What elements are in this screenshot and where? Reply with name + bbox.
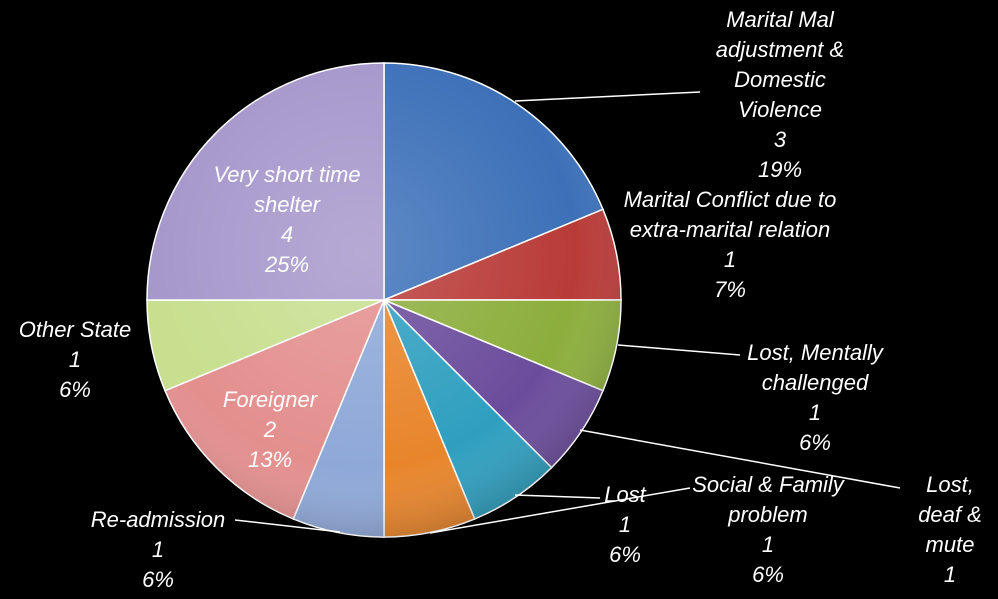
data-label: Foreigner 2 13%: [200, 385, 340, 475]
data-label: Lost, deaf & mute 1: [905, 470, 995, 590]
leader-line: [514, 91, 701, 102]
count-label: 1: [761, 532, 775, 557]
percent-label: 6%: [609, 542, 641, 567]
count-label: 4: [280, 222, 294, 247]
data-label: Very short time shelter 4 25%: [197, 160, 377, 280]
category-name: Foreigner: [222, 387, 318, 412]
category-name: Re-admission: [90, 507, 226, 532]
percent-label: 13%: [247, 447, 293, 472]
count-label: 1: [68, 347, 82, 372]
count-label: 1: [723, 247, 737, 272]
data-label: Re-admission 1 6%: [73, 505, 243, 595]
percent-label: 19%: [757, 157, 803, 182]
percent-label: 6%: [59, 377, 91, 402]
data-label: Marital Conflict due to extra-marital re…: [615, 185, 845, 305]
leader-line: [234, 519, 341, 533]
percent-label: 6%: [752, 562, 784, 587]
data-label: Lost 1 6%: [595, 480, 655, 570]
leader-line: [429, 487, 691, 534]
count-label: 3: [773, 127, 787, 152]
category-name: Very short time shelter: [213, 162, 361, 217]
leader-line: [579, 429, 901, 489]
category-name: Social & Family problem: [692, 472, 844, 527]
count-label: 1: [808, 400, 822, 425]
percent-label: 6%: [799, 430, 831, 455]
count-label: 1: [618, 512, 632, 537]
count-label: 1: [943, 562, 957, 587]
percent-label: 7%: [714, 277, 746, 302]
count-label: 1: [151, 537, 165, 562]
category-name: Marital Conflict due to extra-marital re…: [623, 187, 837, 242]
data-label: Other State 1 6%: [5, 315, 145, 405]
percent-label: 6%: [142, 567, 174, 592]
category-name: Lost: [604, 482, 646, 507]
leader-line: [617, 344, 741, 356]
data-label: Lost, Mentally challenged 1 6%: [730, 338, 900, 458]
category-name: Lost, Mentally challenged: [747, 340, 883, 395]
percent-label: 25%: [264, 252, 310, 277]
data-label: Marital Mal adjustment & Domestic Violen…: [695, 5, 865, 185]
count-label: 2: [263, 417, 277, 442]
category-name: Other State: [18, 317, 132, 342]
data-label: Social & Family problem 1 6%: [678, 470, 858, 590]
category-name: Lost, deaf & mute: [918, 472, 982, 557]
category-name: Marital Mal adjustment & Domestic Violen…: [715, 7, 845, 122]
leader-line: [514, 494, 601, 499]
